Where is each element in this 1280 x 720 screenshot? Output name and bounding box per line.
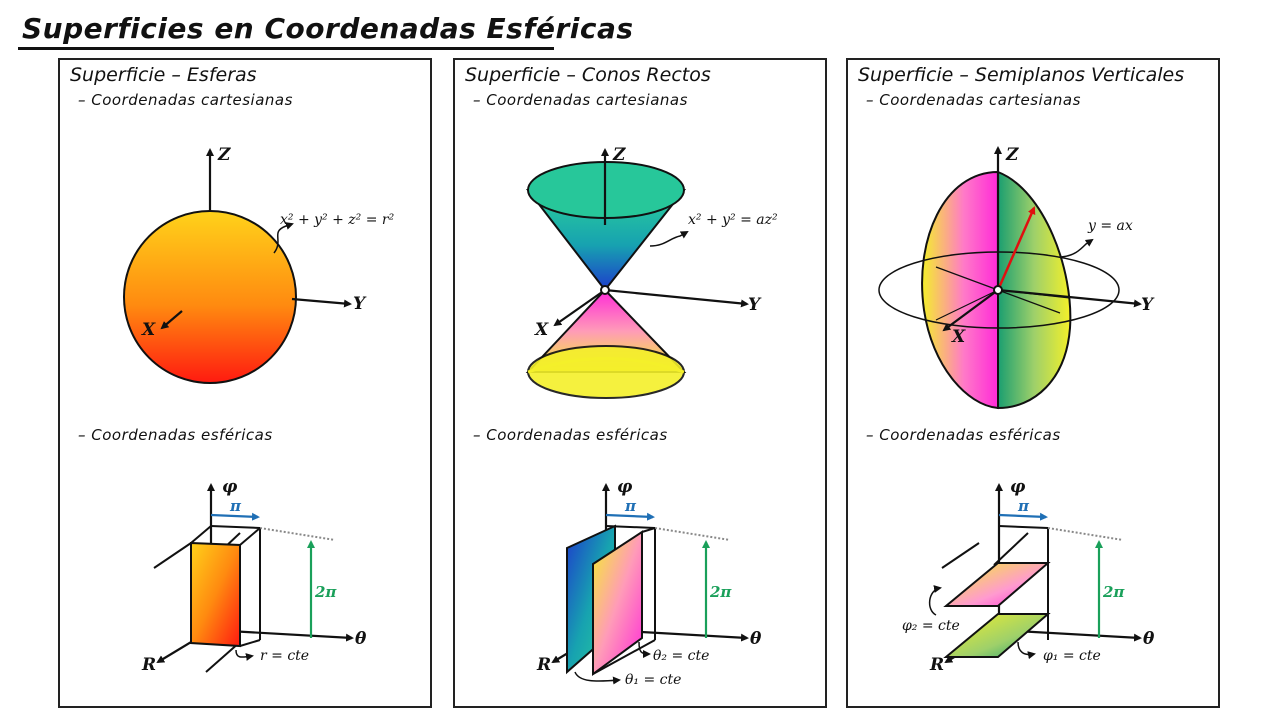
half-plane-left xyxy=(921,170,999,410)
spherical-equation-theta2: θ₂ = cte xyxy=(653,648,709,664)
equation-pointer xyxy=(649,231,689,247)
cartesian-label: – Coordenadas cartesianas xyxy=(78,91,293,109)
radius-arrow xyxy=(996,206,1036,291)
y-axis xyxy=(997,288,1142,308)
x-axis xyxy=(553,289,606,327)
r-label: R xyxy=(536,655,551,675)
theta-label: θ xyxy=(355,629,367,649)
theta-label: θ xyxy=(1143,629,1155,649)
two-pi-label: 2π xyxy=(709,583,732,601)
phi1-plane xyxy=(943,613,1051,658)
panel-cones: Superficie – Conos Rectos – Coordenadas … xyxy=(453,58,827,708)
pi-label: π xyxy=(1017,497,1030,515)
panel-heading: Superficie – Conos Rectos xyxy=(465,64,711,86)
cartesian-label: – Coordenadas cartesianas xyxy=(866,91,1081,109)
theta2-plane xyxy=(592,530,643,676)
y-label: Y xyxy=(1141,295,1155,315)
two-pi-label: 2π xyxy=(314,583,337,601)
title-underline xyxy=(18,47,554,50)
spherical-label: – Coordenadas esféricas xyxy=(473,426,668,444)
half-plane-figure: Z Y X y = ax φ θ R π 2π φ₂ = cte φ₁ = ct… xyxy=(878,145,1155,675)
spherical-label: – Coordenadas esféricas xyxy=(866,426,1061,444)
phi-label: φ xyxy=(1010,477,1026,497)
panel-heading: Superficie – Semiplanos Verticales xyxy=(858,64,1185,86)
spherical-equation-theta1: θ₁ = cte xyxy=(625,672,681,688)
r-label: R xyxy=(141,655,156,675)
sphere-figure: Z Y X x² + y² + z² = r² φ θ R π xyxy=(123,145,395,675)
x-label: X xyxy=(534,320,549,340)
z-label: Z xyxy=(612,145,626,165)
cartesian-equation: x² + y² = az² xyxy=(688,212,778,228)
spherical-equation-phi2: φ₂ = cte xyxy=(902,618,960,634)
x-axis xyxy=(160,310,183,330)
constant-r-plane xyxy=(190,541,241,648)
r-label: R xyxy=(929,655,944,675)
spherical-label: – Coordenadas esféricas xyxy=(78,426,273,444)
spherical-equation: r = cte xyxy=(260,648,309,664)
half-plane-right xyxy=(997,170,1072,410)
cartesian-equation: x² + y² + z² = r² xyxy=(280,212,395,228)
phi2-plane xyxy=(943,562,1051,607)
y-label: Y xyxy=(353,294,367,314)
x-axis xyxy=(942,289,999,332)
page-title: Superficies en Coordenadas Esféricas xyxy=(22,12,634,45)
cone-figure: Z Y X x² + y² = az² φ θ R π 2π θ₂ = cte … xyxy=(525,145,778,688)
x-label: X xyxy=(141,320,156,340)
cartesian-equation: y = ax xyxy=(1087,218,1133,234)
two-pi-label: 2π xyxy=(1102,583,1125,601)
pi-label: π xyxy=(229,497,242,515)
equation-pointer xyxy=(273,222,294,254)
panel-spheres: Superficie – Esferas – Coordenadas carte… xyxy=(58,58,432,708)
origin xyxy=(993,285,1003,295)
y-label: Y xyxy=(748,295,762,315)
spherical-diagram xyxy=(928,483,1142,664)
cartesian-label: – Coordenadas cartesianas xyxy=(473,91,688,109)
panel-half-planes: Superficie – Semiplanos Verticales – Coo… xyxy=(846,58,1220,708)
phi-label: φ xyxy=(222,477,238,497)
z-label: Z xyxy=(1005,145,1019,165)
x-label: X xyxy=(951,327,966,347)
spherical-equation-phi1: φ₁ = cte xyxy=(1043,648,1101,664)
sphere xyxy=(123,210,297,384)
phi-label: φ xyxy=(617,477,633,497)
theta-label: θ xyxy=(750,629,762,649)
pi-label: π xyxy=(624,497,637,515)
y-axis xyxy=(291,297,352,308)
panel-heading: Superficie – Esferas xyxy=(70,64,257,86)
equation-pointer xyxy=(1060,238,1094,258)
origin xyxy=(600,285,610,295)
z-label: Z xyxy=(217,145,231,165)
spherical-diagram xyxy=(153,483,354,673)
y-axis xyxy=(604,288,749,308)
spherical-diagram xyxy=(551,483,749,685)
